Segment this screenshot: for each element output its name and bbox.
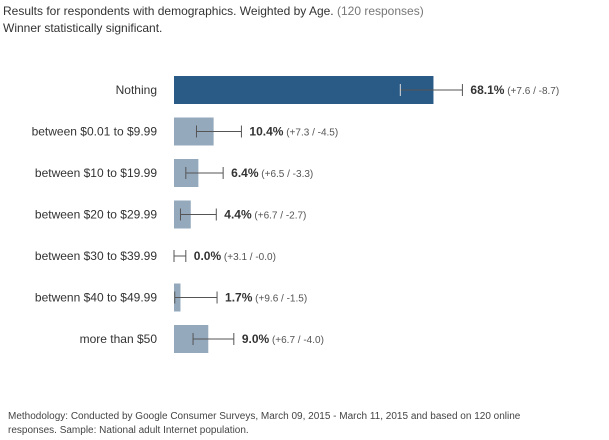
error-range-label: (+7.3 / -4.5)	[283, 128, 338, 139]
category-label: more than $50	[80, 332, 158, 346]
error-range-label: (+7.6 / -8.7)	[504, 86, 559, 97]
category-label: between $10 to $19.99	[35, 166, 157, 180]
category-label: between $30 to $39.99	[35, 249, 157, 263]
header-line-2: Winner statistically significant.	[3, 21, 163, 35]
value-percent: 9.0%	[242, 332, 270, 346]
value-label: 0.0% (+3.1 / -0.0)	[194, 249, 276, 263]
error-range-label: (+9.6 / -1.5)	[252, 294, 307, 305]
methodology-note: Methodology: Conducted by Google Consume…	[8, 411, 521, 436]
value-label: 1.7% (+9.6 / -1.5)	[225, 291, 307, 305]
category-label: between $20 to $29.99	[35, 208, 157, 222]
value-percent: 0.0%	[194, 249, 222, 263]
response-count: (120 responses)	[336, 4, 424, 18]
bar-chart: Nothing 68.1% (+7.6 / -8.7) between $0.01 …	[32, 76, 559, 353]
value-label: 9.0% (+6.7 / -4.0)	[242, 332, 324, 346]
header-title: Results for respondents with demographic…	[3, 4, 334, 18]
bar	[174, 76, 434, 104]
error-range-label: (+6.5 / -3.3)	[259, 169, 314, 180]
value-percent: 4.4%	[224, 208, 252, 222]
error-range-label: (+6.7 / -2.7)	[252, 211, 307, 222]
error-range-label: (+6.7 / -4.0)	[269, 335, 324, 346]
value-label: 68.1% (+7.6 / -8.7)	[470, 83, 559, 97]
header-line-1: Results for respondents with demographic…	[3, 3, 424, 20]
value-percent: 10.4%	[249, 125, 283, 139]
value-label: 10.4% (+7.3 / -4.5)	[249, 125, 338, 139]
chart-header: Results for respondents with demographic…	[3, 3, 424, 37]
value-label: 4.4% (+6.7 / -2.7)	[224, 208, 306, 222]
value-percent: 68.1%	[470, 83, 504, 97]
category-label: between $0.01 to $9.99	[32, 125, 158, 139]
category-label: Nothing	[116, 83, 157, 97]
category-label: betwenn $40 to $49.99	[35, 291, 157, 305]
error-range-label: (+3.1 / -0.0)	[221, 252, 276, 263]
value-percent: 1.7%	[225, 291, 253, 305]
value-label: 6.4% (+6.5 / -3.3)	[231, 166, 313, 180]
value-percent: 6.4%	[231, 166, 259, 180]
